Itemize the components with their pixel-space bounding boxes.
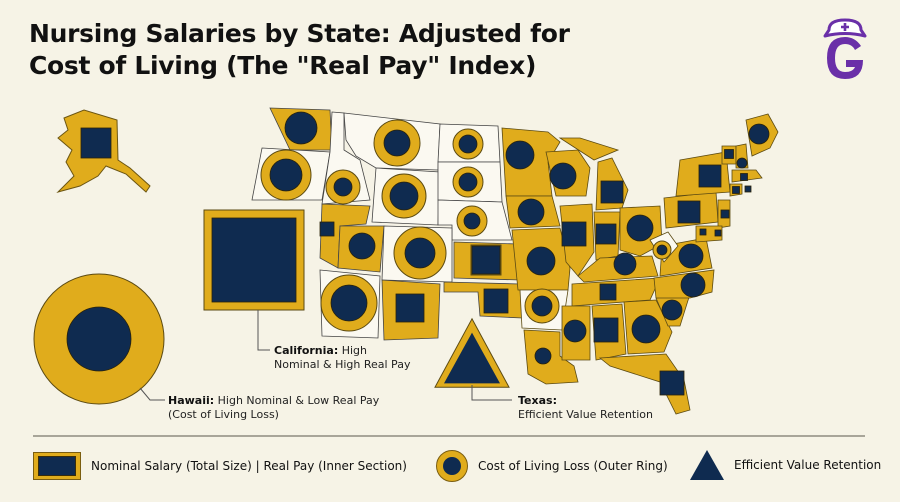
state-symbol-wi <box>549 162 577 190</box>
texas-callout: Texas: Efficient Value Retention <box>518 394 653 422</box>
state-symbol-de <box>714 229 722 237</box>
state-symbol-ri <box>744 185 752 193</box>
state-symbol-nd <box>452 128 484 160</box>
state-symbol-al <box>593 317 619 343</box>
state-symbol-mi <box>600 180 624 204</box>
state-symbol-oh <box>626 214 654 242</box>
title-line-1: Nursing Salaries by State: Adjusted for <box>29 19 570 48</box>
state-symbol-vt <box>724 149 734 159</box>
state-symbol-tx <box>434 317 510 388</box>
state-symbol-ct <box>732 186 740 194</box>
texas-label: Texas: <box>518 394 557 407</box>
texas-text-1: Efficient Value Retention <box>518 408 653 421</box>
legend-item-efficient: Efficient Value Retention <box>690 450 881 480</box>
texas-callout-line <box>471 385 512 401</box>
state-symbol-me <box>748 123 770 145</box>
state-symbol-sc <box>661 299 683 321</box>
square-in-square-icon <box>33 452 81 480</box>
state-symbol-va <box>678 243 704 269</box>
state-symbol-sd <box>452 166 484 198</box>
state-symbol-nm <box>395 293 425 323</box>
legend-label-efficient: Efficient Value Retention <box>734 458 882 472</box>
state-symbol-ok <box>483 288 509 314</box>
state-symbol-ky <box>613 252 637 276</box>
state-symbol-ny <box>698 164 722 188</box>
legend-label-nominal: Nominal Salary (Total Size) | Real Pay (… <box>91 459 407 473</box>
legend-item-nominal: Nominal Salary (Total Size) | Real Pay (… <box>33 452 407 480</box>
state-symbol-ut <box>348 232 376 260</box>
page-title: Nursing Salaries by State: Adjusted for … <box>29 18 570 82</box>
state-symbol-mo <box>526 246 556 276</box>
hawaii-text-2: (Cost of Living Loss) <box>168 408 279 421</box>
state-symbol-in <box>595 223 617 245</box>
state-symbol-ar <box>524 288 560 324</box>
california-label: California: <box>274 344 339 357</box>
california-text-2: Nominal & High Real Pay <box>274 358 411 371</box>
state-symbol-pa <box>677 200 701 224</box>
hawaii-callout: Hawaii: High Nominal & Low Real Pay (Cos… <box>168 394 379 422</box>
state-symbol-or <box>260 149 312 201</box>
state-symbol-mt <box>373 119 421 167</box>
state-symbol-hi <box>33 273 165 405</box>
california-callout: California: High Nominal & High Real Pay <box>274 344 410 372</box>
triangle-icon <box>690 450 724 480</box>
hawaii-label: Hawaii: <box>168 394 215 407</box>
state-symbol-la <box>534 347 552 365</box>
state-symbol-ma <box>740 173 748 181</box>
state-symbol-nc <box>680 272 706 298</box>
california-text-1: High <box>341 344 368 357</box>
state-symbol-wv <box>652 240 672 260</box>
state-symbol-id <box>325 169 361 205</box>
state-symbol-co <box>393 226 447 280</box>
legend-item-cost-of-living: Cost of Living Loss (Outer Ring) <box>436 450 668 482</box>
state-symbol-ca <box>203 209 305 311</box>
state-symbol-nj <box>720 209 730 219</box>
state-symbol-fl <box>659 370 685 396</box>
state-symbol-nh <box>736 157 748 169</box>
state-symbol-ne <box>456 205 488 237</box>
legend-divider <box>33 435 865 437</box>
state-symbol-wy <box>381 173 427 219</box>
state-symbol-ia <box>517 198 545 226</box>
hawaii-text-1: High Nominal & Low Real Pay <box>217 394 380 407</box>
state-symbol-ak <box>80 127 112 159</box>
state-symbol-mn <box>505 140 535 170</box>
state-symbol-ga <box>631 314 661 344</box>
state-symbol-wa <box>284 111 318 145</box>
state-symbol-ks <box>470 244 502 276</box>
state-symbol-nv <box>319 221 335 237</box>
state-symbols <box>33 111 770 405</box>
california-callout-line <box>257 310 270 351</box>
legend-label-cost-of-living: Cost of Living Loss (Outer Ring) <box>478 459 668 473</box>
state-symbol-tn <box>599 283 617 301</box>
state-symbol-il <box>561 221 587 247</box>
state-symbol-ms <box>563 319 587 343</box>
ring-circle-icon <box>436 450 468 482</box>
hawaii-callout-line <box>139 387 165 401</box>
title-line-2: Cost of Living (The "Real Pay" Index) <box>29 51 537 80</box>
state-symbol-az <box>320 274 378 332</box>
state-symbol-md <box>699 228 707 236</box>
nurse-cap-g-logo-icon: G <box>823 18 867 79</box>
